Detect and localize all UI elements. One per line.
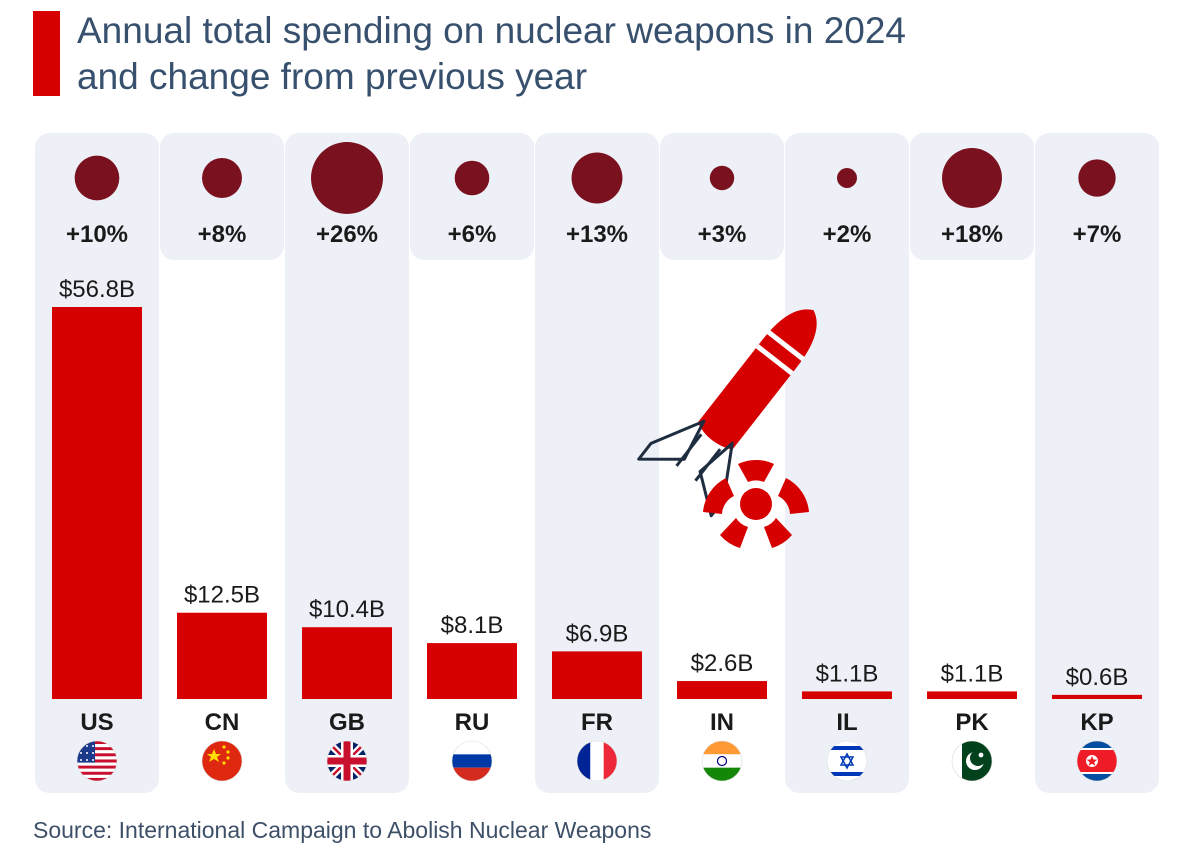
gb-flag-icon (326, 740, 368, 782)
change-bubble-il (837, 168, 857, 188)
change-bubbles (74, 142, 1116, 214)
change-label-gb: +26% (316, 221, 378, 248)
change-bubble-kp (1078, 159, 1116, 197)
country-code-fr: FR (581, 709, 613, 736)
chart-title: Annual total spending on nuclear weapons… (77, 8, 1177, 100)
column-panel-fr (535, 133, 659, 793)
change-bubble-fr (571, 152, 623, 204)
value-label-cn: $12.5B (184, 582, 260, 609)
country-code-gb: GB (329, 709, 365, 736)
bar-ru (427, 643, 517, 699)
country-code-us: US (80, 709, 113, 736)
us-flag-icon (76, 740, 118, 782)
value-label-il: $1.1B (816, 660, 879, 687)
value-label-pk: $1.1B (941, 660, 1004, 687)
il-flag-icon (826, 740, 868, 782)
change-label-ru: +6% (448, 221, 497, 248)
cn-flag-icon (201, 740, 243, 782)
change-label-us: +10% (66, 221, 128, 248)
country-code-cn: CN (205, 709, 240, 736)
country-code-in: IN (710, 709, 734, 736)
change-label-il: +2% (823, 221, 872, 248)
ru-flag-icon (451, 740, 493, 782)
country-code-kp: KP (1080, 709, 1113, 736)
in-flag-icon (701, 740, 743, 782)
title-line-1: Annual total spending on nuclear weapons… (77, 10, 907, 51)
bubble-panel-ru (410, 133, 534, 260)
bar-il (802, 691, 892, 699)
bar-pk (927, 691, 1017, 699)
country-code-ru: RU (455, 709, 490, 736)
bar-in (677, 681, 767, 699)
kp-flag-icon (1076, 740, 1118, 782)
missile-radiation-icon (637, 309, 817, 548)
country-code-pk: PK (955, 709, 989, 736)
change-bubble-pk (942, 148, 1002, 208)
fr-flag-icon (576, 740, 618, 782)
country-code-il: IL (836, 709, 857, 736)
change-bubble-ru (454, 160, 490, 196)
bar-fr (552, 651, 642, 699)
value-label-gb: $10.4B (309, 596, 385, 623)
bubble-panel-in (660, 133, 784, 260)
value-label-kp: $0.6B (1066, 664, 1129, 691)
change-label-pk: +18% (941, 221, 1003, 248)
change-label-in: +3% (698, 221, 747, 248)
title-accent-bar (33, 11, 60, 96)
bar-cn (177, 612, 267, 699)
value-label-in: $2.6B (691, 650, 754, 677)
value-label-ru: $8.1B (441, 612, 504, 639)
bar-kp (1052, 694, 1142, 699)
change-bubble-cn (202, 158, 242, 198)
change-label-kp: +7% (1073, 221, 1122, 248)
change-label-cn: +8% (198, 221, 247, 248)
value-labels: $56.8B $12.5B $10.4B $8.1B $6.9B $2.6B $1.1B $1… (59, 276, 1128, 691)
column-panel-il (785, 133, 909, 793)
change-bubble-in (709, 165, 735, 191)
source-note: Source: International Campaign to Abolis… (33, 817, 652, 843)
change-label-fr: +13% (566, 221, 628, 248)
change-labels: +10% +8% +26% +6% +13% +3% +2% +18% +7% (66, 221, 1121, 248)
change-bubble-gb (311, 142, 383, 214)
change-bubble-us (74, 155, 120, 201)
column-panel-kp (1035, 133, 1159, 793)
country-codes: US CN GB RU FR IN IL PK KP (80, 709, 1113, 736)
bar-us (52, 307, 142, 699)
value-label-fr: $6.9B (566, 620, 629, 647)
value-label-us: $56.8B (59, 276, 135, 303)
flags (76, 740, 1118, 782)
bar-gb (302, 627, 392, 699)
bars (52, 307, 1142, 699)
title-line-2: and change from previous year (77, 56, 588, 97)
pk-flag-icon (951, 740, 993, 782)
